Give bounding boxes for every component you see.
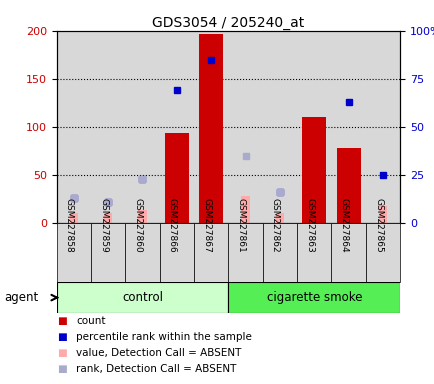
Bar xyxy=(262,31,296,223)
Bar xyxy=(138,210,146,223)
Bar xyxy=(56,282,228,313)
Bar xyxy=(302,117,326,223)
Text: GSM227865: GSM227865 xyxy=(373,198,382,253)
Bar xyxy=(91,223,125,282)
Text: ■: ■ xyxy=(56,364,66,374)
Bar xyxy=(241,196,249,223)
Text: percentile rank within the sample: percentile rank within the sample xyxy=(76,332,251,342)
Bar xyxy=(331,223,365,282)
Bar xyxy=(296,31,331,223)
Bar xyxy=(228,282,399,313)
Bar xyxy=(125,223,159,282)
Text: cigarette smoke: cigarette smoke xyxy=(266,291,361,304)
Bar xyxy=(296,223,331,282)
Bar xyxy=(164,134,188,223)
Bar xyxy=(69,213,78,223)
Bar xyxy=(125,31,159,223)
Text: rank, Detection Call = ABSENT: rank, Detection Call = ABSENT xyxy=(76,364,236,374)
Text: agent: agent xyxy=(4,291,39,304)
Bar xyxy=(378,207,386,223)
Text: value, Detection Call = ABSENT: value, Detection Call = ABSENT xyxy=(76,348,241,358)
Text: ■: ■ xyxy=(56,316,66,326)
Bar xyxy=(336,148,360,223)
Text: GSM227863: GSM227863 xyxy=(305,198,314,253)
Bar xyxy=(275,213,283,223)
Bar xyxy=(365,223,399,282)
Bar xyxy=(56,31,91,223)
Bar xyxy=(194,223,228,282)
Bar xyxy=(159,223,194,282)
Text: count: count xyxy=(76,316,105,326)
Bar xyxy=(194,31,228,223)
Bar xyxy=(262,223,296,282)
Bar xyxy=(104,213,112,223)
Text: GSM227862: GSM227862 xyxy=(270,199,279,253)
Bar xyxy=(228,223,262,282)
Text: ■: ■ xyxy=(56,348,66,358)
Title: GDS3054 / 205240_at: GDS3054 / 205240_at xyxy=(152,16,304,30)
Bar xyxy=(199,34,223,223)
Bar xyxy=(56,223,91,282)
Text: GSM227866: GSM227866 xyxy=(168,198,176,253)
Text: ■: ■ xyxy=(56,332,66,342)
Bar xyxy=(365,31,399,223)
Text: GSM227860: GSM227860 xyxy=(133,198,142,253)
Bar xyxy=(159,31,194,223)
Text: GSM227864: GSM227864 xyxy=(339,199,348,253)
Text: GSM227859: GSM227859 xyxy=(99,198,108,253)
Text: GSM227861: GSM227861 xyxy=(236,198,245,253)
Bar xyxy=(91,31,125,223)
Text: GSM227858: GSM227858 xyxy=(65,198,74,253)
Text: control: control xyxy=(122,291,163,304)
Bar xyxy=(228,31,262,223)
Bar xyxy=(331,31,365,223)
Text: GSM227867: GSM227867 xyxy=(202,198,211,253)
